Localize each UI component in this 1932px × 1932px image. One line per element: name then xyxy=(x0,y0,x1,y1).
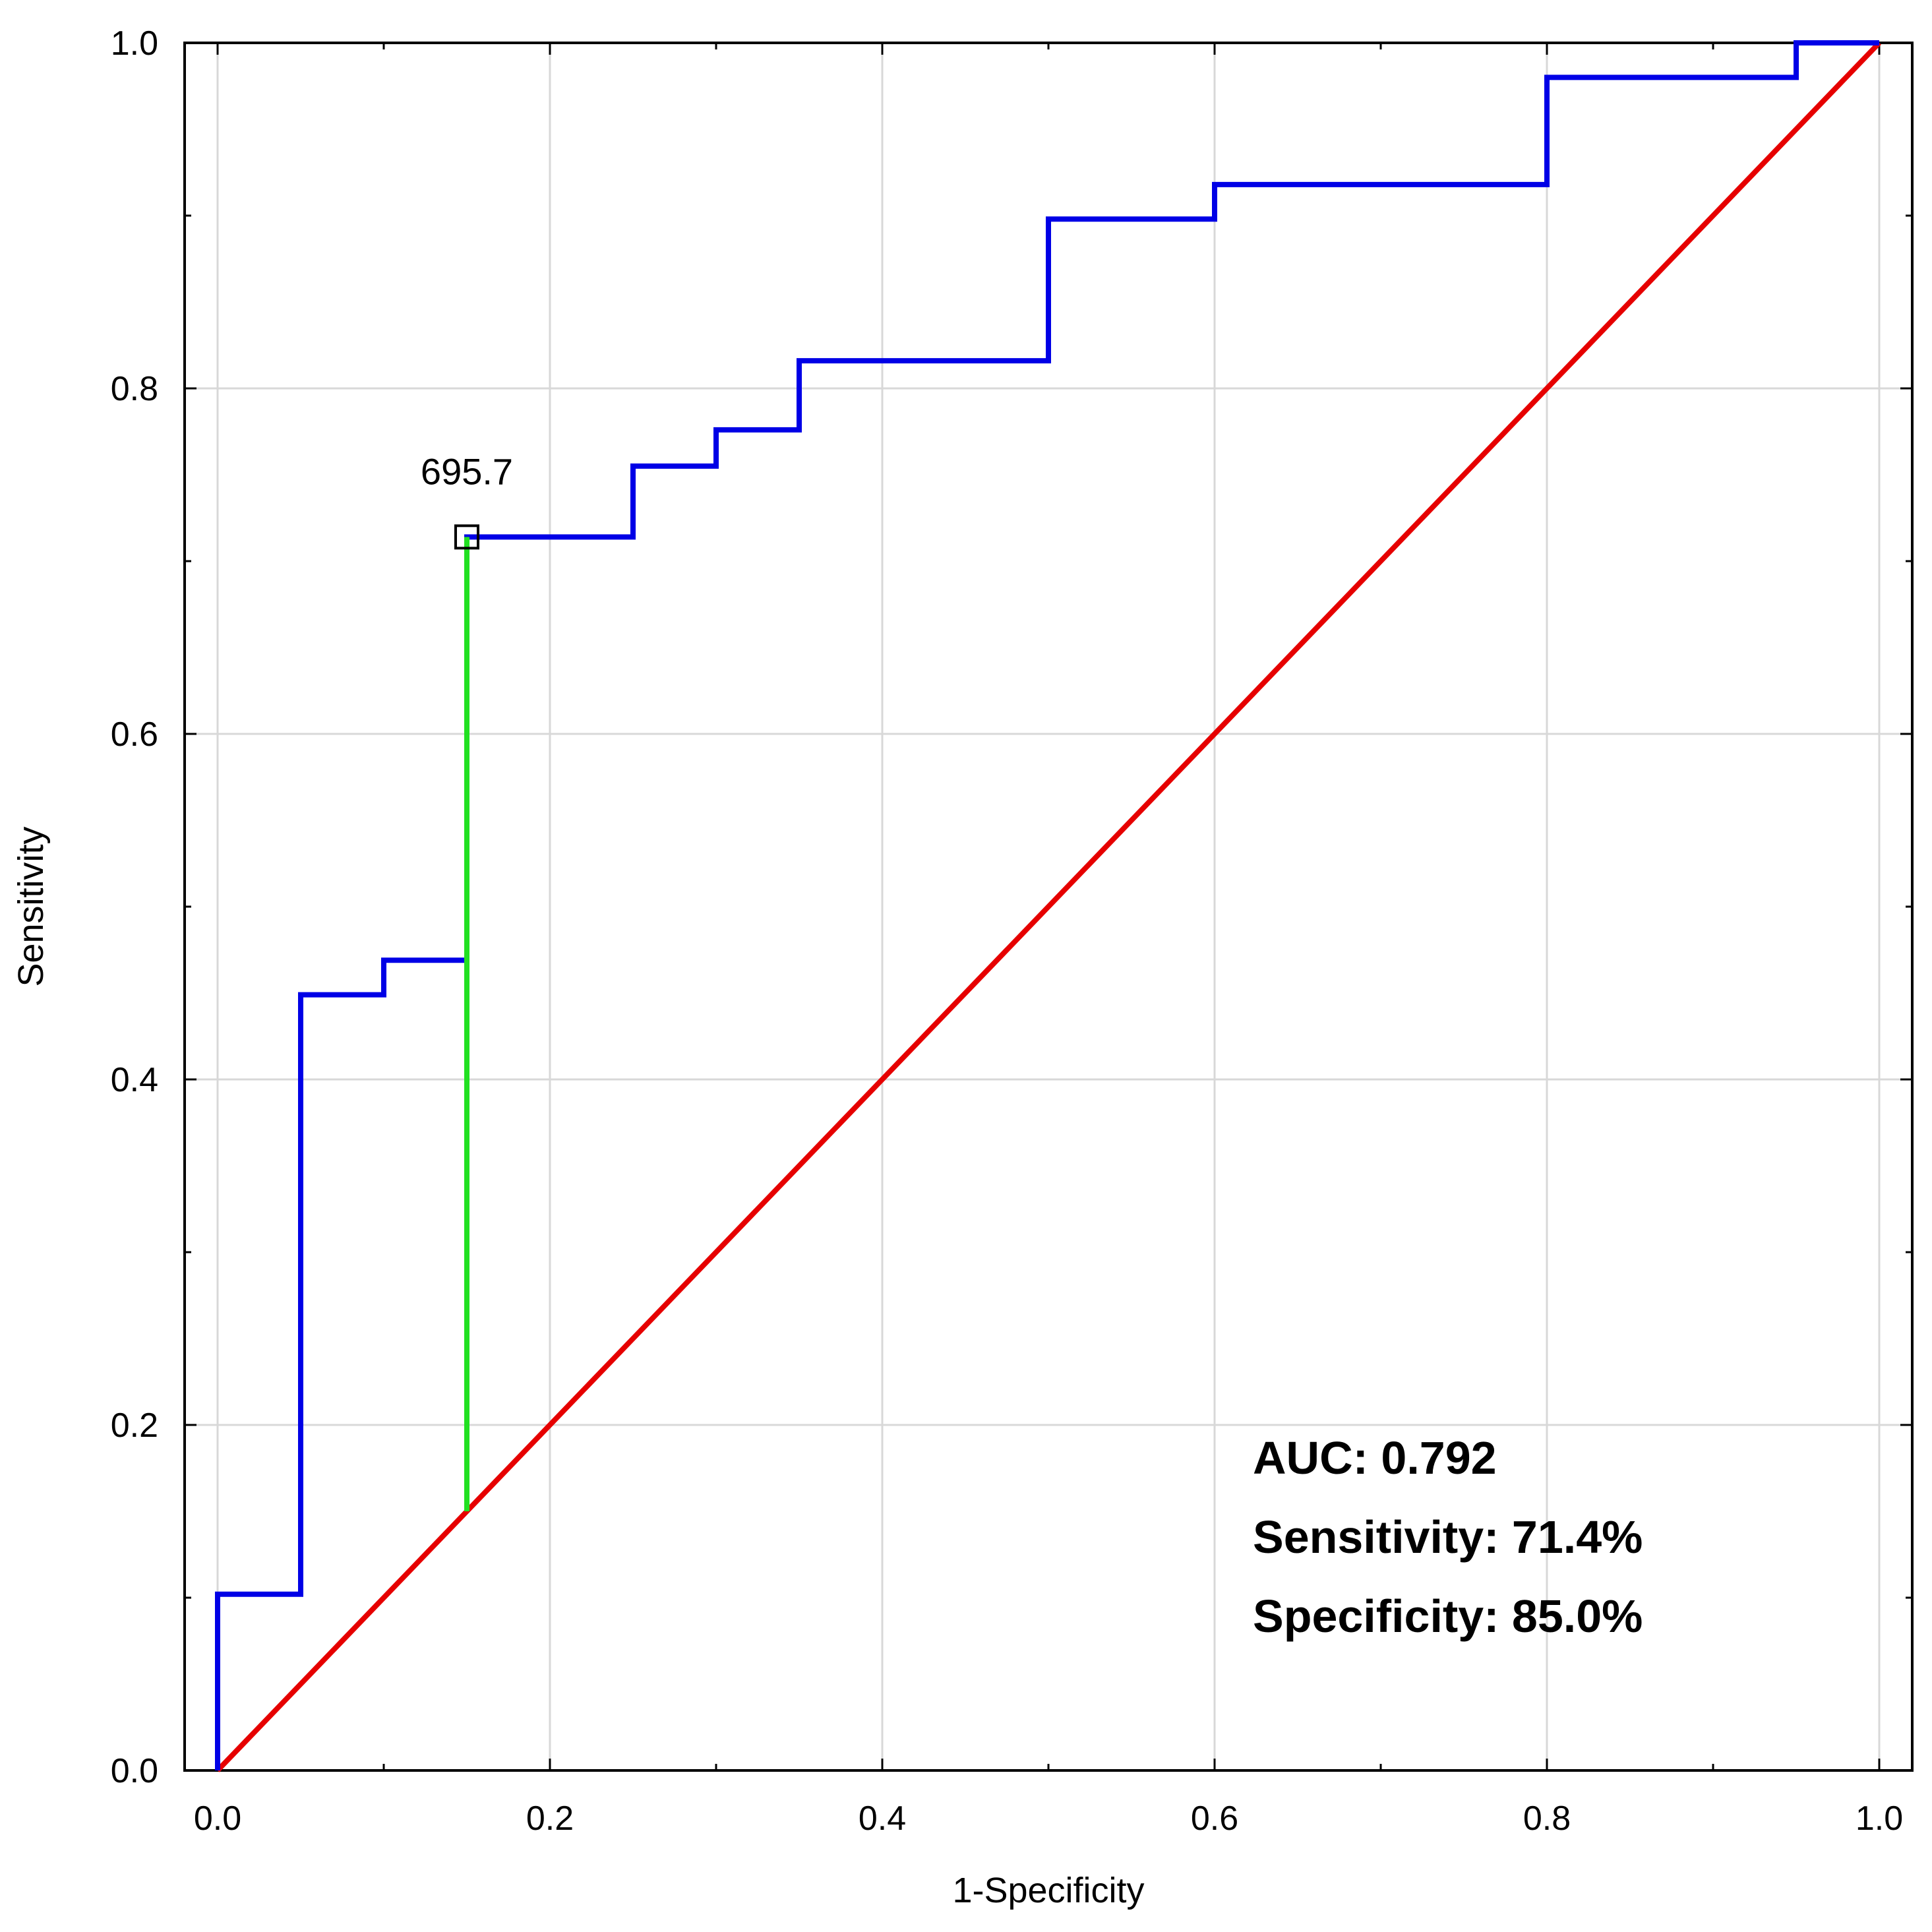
roc-curve xyxy=(215,40,1879,1770)
x-tick-label: 0.8 xyxy=(1523,1799,1571,1838)
y-tick-label: 0.8 xyxy=(111,370,158,408)
reference-line xyxy=(216,41,1881,1772)
x-axis-label: 1-Specificity xyxy=(952,1871,1144,1910)
y-axis-label: Sensitivity xyxy=(11,826,51,986)
plot-frame xyxy=(183,42,1914,1772)
x-tick-label: 0.6 xyxy=(1191,1799,1238,1838)
y-tick-label: 1.0 xyxy=(111,24,158,63)
auc-annotation: AUC: 0.792 xyxy=(1253,1432,1497,1484)
x-tick-label: 0.2 xyxy=(526,1799,574,1838)
minor-ticks xyxy=(185,43,1912,1770)
y-tick-label: 0.6 xyxy=(111,715,158,754)
series xyxy=(215,40,1881,1772)
y-tick-label: 0.0 xyxy=(111,1752,158,1790)
y-tick-label: 0.4 xyxy=(111,1061,158,1099)
specificity-annotation: Specificity: 85.0% xyxy=(1253,1590,1643,1642)
x-tick-label: 1.0 xyxy=(1856,1799,1903,1838)
cutoff-label: 695.7 xyxy=(421,450,513,492)
cutoff-point-marker xyxy=(454,524,479,550)
x-tick-label: 0.4 xyxy=(859,1799,906,1838)
x-tick-label: 0.0 xyxy=(194,1799,241,1838)
x-axis: 0.0 0.2 0.4 0.6 0.8 1.0 xyxy=(194,43,1903,1838)
sensitivity-annotation: Sensitivity: 71.4% xyxy=(1253,1511,1643,1563)
y-axis: 0.0 0.2 0.4 0.6 0.8 1.0 xyxy=(111,24,1912,1790)
y-tick-label: 0.2 xyxy=(111,1406,158,1445)
